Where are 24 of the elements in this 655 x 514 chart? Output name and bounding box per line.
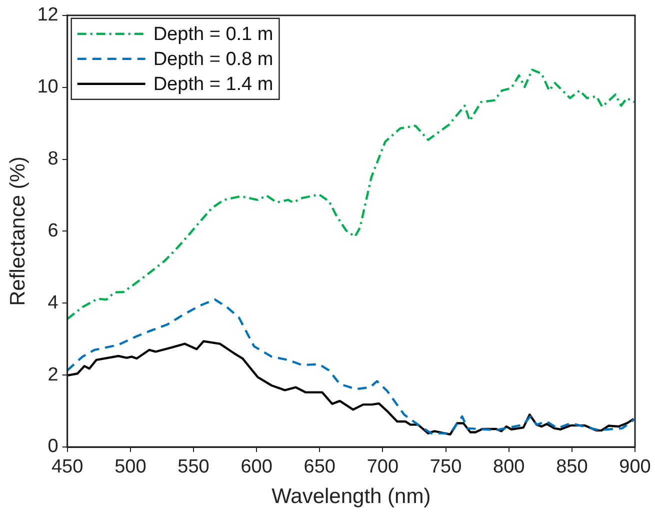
- y-axis-title: Reflectance (%): [6, 156, 30, 306]
- y-tick-label: 0: [48, 436, 58, 458]
- y-tick-label: 12: [37, 4, 58, 26]
- x-tick-label: 850: [556, 456, 588, 478]
- x-tick-label: 650: [304, 456, 336, 478]
- x-tick-label: 600: [240, 456, 272, 478]
- y-tick-label: 2: [48, 364, 58, 386]
- x-tick-label: 450: [51, 456, 84, 478]
- y-tick-label: 10: [37, 76, 58, 98]
- line-series: [67, 68, 635, 320]
- x-tick-label: 550: [178, 456, 210, 478]
- legend-label: Depth = 0.1 m: [153, 24, 274, 46]
- x-tick-label: 700: [366, 456, 399, 478]
- y-tick-label: 4: [48, 292, 59, 314]
- y-tick-label: 8: [48, 148, 58, 170]
- line-series: [67, 298, 635, 434]
- x-tick-label: 800: [493, 456, 525, 478]
- y-tick-label: 6: [48, 220, 58, 242]
- x-tick-label: 500: [114, 456, 146, 478]
- x-axis-title: Wavelength (nm): [272, 485, 431, 508]
- x-tick-label: 750: [430, 456, 462, 478]
- legend-label: Depth = 0.8 m: [153, 49, 274, 70]
- legend-label: Depth = 1.4 m: [153, 74, 274, 96]
- x-tick-label: 900: [619, 456, 651, 478]
